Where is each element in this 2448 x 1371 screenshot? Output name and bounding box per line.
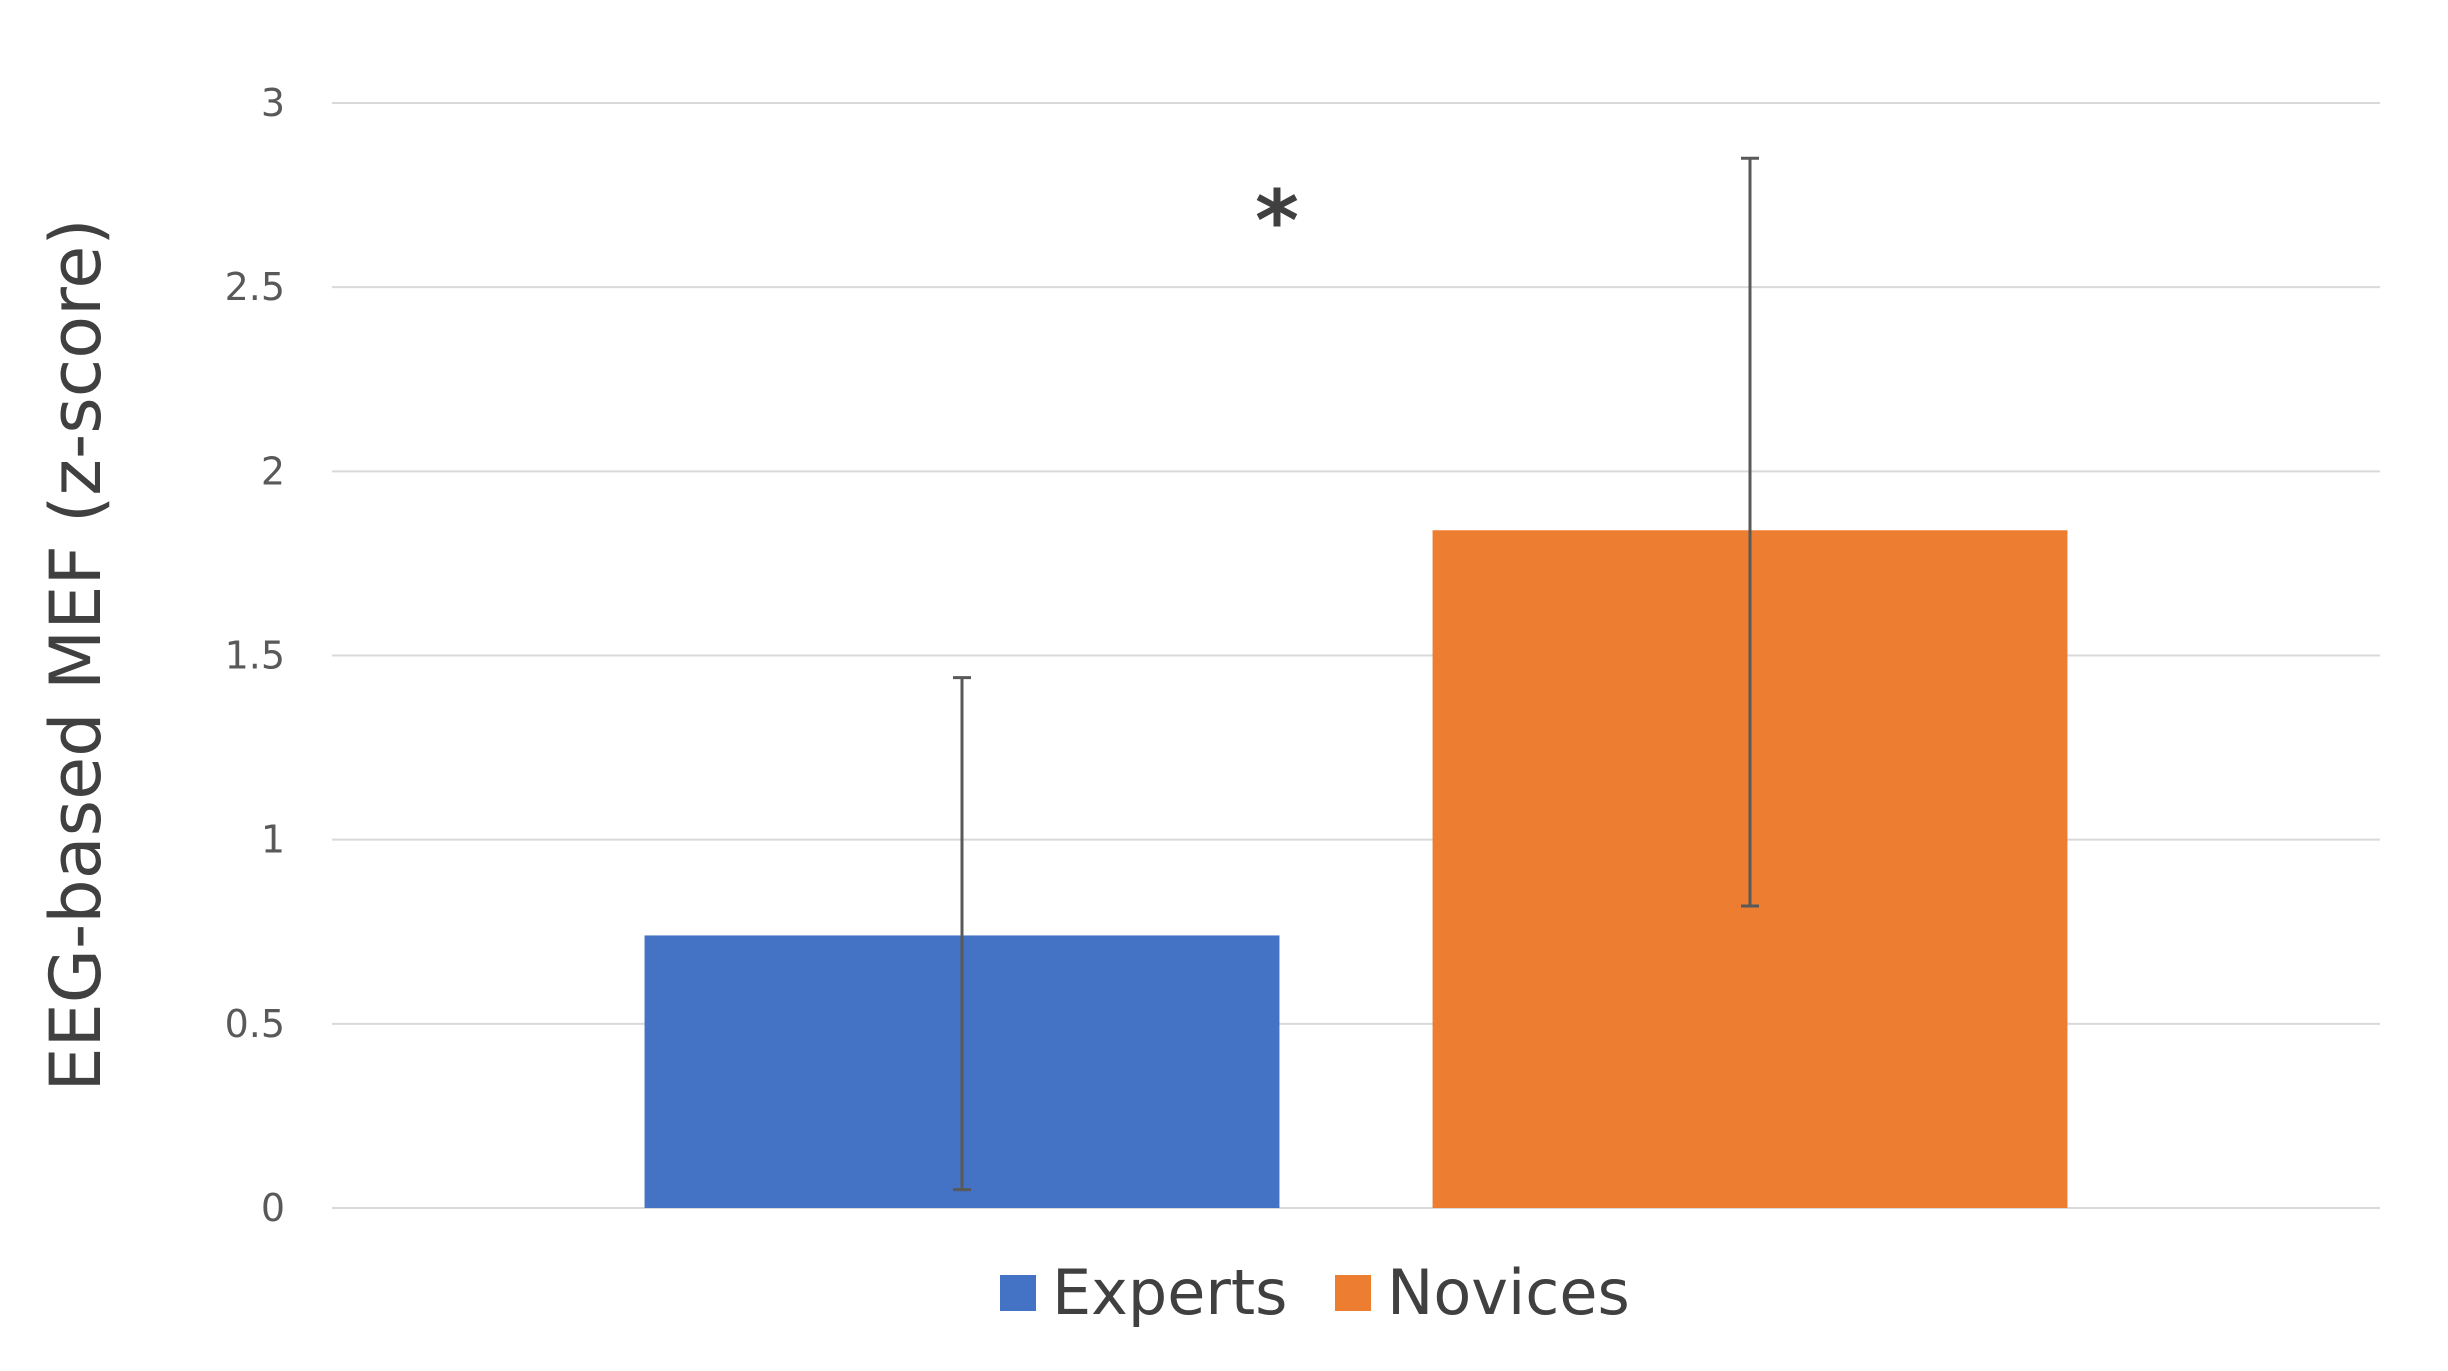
y-tick-label: 2.5 bbox=[225, 265, 285, 309]
legend: Experts Novices bbox=[1000, 1256, 1630, 1329]
y-tick-label: 2 bbox=[261, 449, 285, 493]
error-bars bbox=[953, 156, 1759, 1192]
y-tick-label: 0 bbox=[261, 1186, 285, 1230]
y-tick-label: 0.5 bbox=[225, 1002, 285, 1046]
legend-label: Experts bbox=[1052, 1256, 1287, 1329]
y-tick-label: 3 bbox=[261, 81, 285, 125]
bars bbox=[644, 530, 2068, 1208]
significance-annotation: * bbox=[1255, 172, 1299, 270]
legend-item-experts: Experts bbox=[1000, 1256, 1287, 1329]
gridlines bbox=[332, 102, 2380, 1209]
error-bar-novices bbox=[1741, 156, 1759, 908]
y-tick-label: 1.5 bbox=[225, 634, 285, 678]
y-axis-label: EEG-based MEF (z-score) bbox=[35, 218, 117, 1091]
legend-label: Novices bbox=[1387, 1256, 1630, 1329]
legend-swatch bbox=[1335, 1275, 1371, 1311]
y-tick-label: 1 bbox=[261, 818, 285, 862]
legend-swatch bbox=[1000, 1275, 1036, 1311]
legend-item-novices: Novices bbox=[1335, 1256, 1630, 1329]
error-bar-experts bbox=[953, 676, 971, 1192]
y-tick-labels: 0 0.5 1 1.5 2 2.5 3 bbox=[225, 81, 285, 1230]
